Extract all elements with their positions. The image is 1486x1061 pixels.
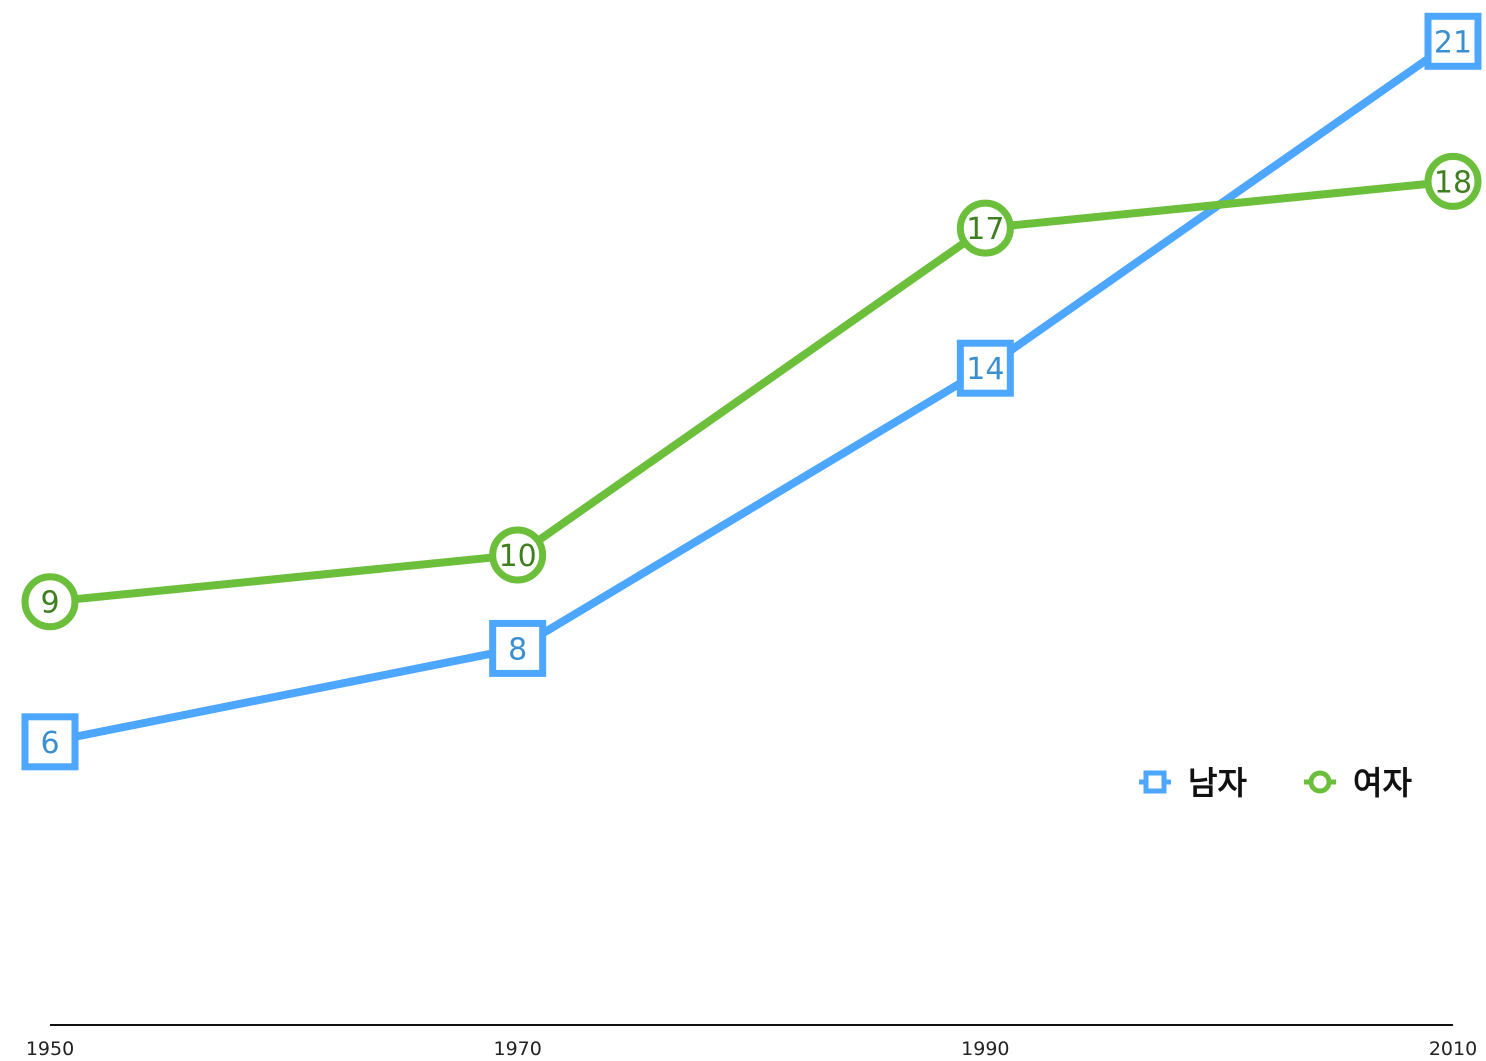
data-point-circle bbox=[956, 199, 1014, 257]
series-markers: 6 8 14 21 9 10 17 18 bbox=[21, 12, 1482, 771]
x-tick-label: 1970 bbox=[493, 1038, 541, 1060]
legend-label: 남자 bbox=[1188, 764, 1247, 802]
x-axis: 1950 1970 1990 2010 bbox=[26, 1024, 1477, 1060]
x-tick-label: 1950 bbox=[26, 1038, 74, 1060]
data-label: 21 bbox=[1434, 25, 1472, 60]
data-point-square bbox=[489, 619, 547, 677]
x-tick-label: 2010 bbox=[1429, 1038, 1477, 1060]
data-point-circle bbox=[489, 526, 547, 584]
data-label: 10 bbox=[499, 539, 537, 574]
legend: 남자 여자 bbox=[1139, 764, 1412, 802]
legend-circle-icon bbox=[1308, 770, 1332, 794]
legend-label: 여자 bbox=[1353, 764, 1412, 802]
data-label: 17 bbox=[966, 212, 1004, 247]
data-point-square bbox=[21, 713, 79, 771]
data-point-circle bbox=[21, 573, 79, 631]
x-tick-label: 1990 bbox=[961, 1038, 1009, 1060]
data-label: 8 bbox=[508, 632, 527, 667]
series-lines bbox=[46, 37, 1457, 746]
data-label: 14 bbox=[966, 352, 1004, 387]
data-label: 18 bbox=[1434, 165, 1472, 200]
series-line-female bbox=[46, 177, 1457, 606]
data-point-circle bbox=[1424, 152, 1482, 210]
data-point-square bbox=[1424, 12, 1482, 70]
data-label: 9 bbox=[40, 586, 59, 621]
legend-square-icon bbox=[1143, 770, 1167, 794]
data-label: 6 bbox=[40, 726, 59, 761]
data-point-square bbox=[956, 339, 1014, 397]
